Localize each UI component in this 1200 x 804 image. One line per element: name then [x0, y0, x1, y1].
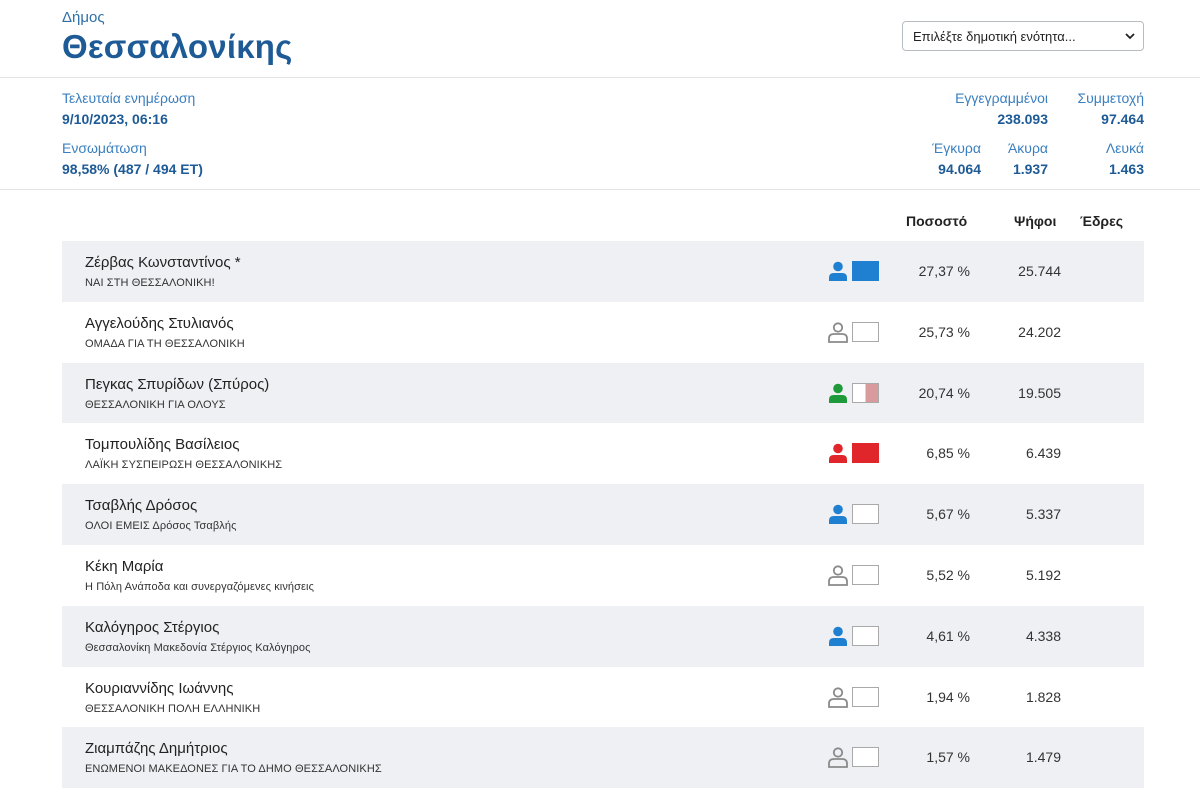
person-icon: [829, 444, 847, 464]
party-color-box: [852, 747, 879, 768]
blank-label: Λευκά: [1105, 140, 1144, 156]
party-name: Η Πόλη Ανάποδα και συνεργαζόμενες κινήσε…: [85, 580, 314, 593]
party-name: ΘΕΣΣΑΛΟΝΙΚΗ ΓΙΑ ΟΛΟΥΣ: [85, 398, 226, 411]
candidate-name: Κουριαννίδης Ιωάννης: [85, 679, 234, 697]
percent-cell: 4,61 %: [926, 627, 970, 644]
table-row[interactable]: Κέκη Μαρία Η Πόλη Ανάποδα και συνεργαζόμε…: [62, 545, 1144, 606]
page-header: Δήμος Θεσσαλονίκης Επιλέξτε δημοτική ενό…: [0, 0, 1200, 78]
valid-value: 94.064: [938, 161, 981, 177]
candidate-name: Καλόγηρος Στέργιος: [85, 618, 220, 636]
percent-cell: 1,94 %: [926, 688, 970, 705]
municipality-label: Δήμος: [62, 9, 105, 26]
table-row[interactable]: Πεγκας Σπυρίδων (Σπύρος) ΘΕΣΣΑΛΟΝΙΚΗ ΓΙΑ …: [62, 362, 1144, 424]
percent-cell: 1,57 %: [926, 749, 970, 766]
party-color-box: [852, 321, 879, 342]
column-header-seats[interactable]: Έδρες: [1080, 213, 1124, 229]
valid-label: Έγκυρα: [932, 140, 981, 156]
party-color-box: [852, 443, 879, 464]
table-row[interactable]: Ζέρβας Κωνσταντίνος * ΝΑΙ ΣΤΗ ΘΕΣΣΑΛΟΝΙΚΗ…: [62, 241, 1144, 302]
party-color-box: [852, 625, 879, 646]
candidate-name: Τομπουλίδης Βασίλειος: [85, 436, 240, 454]
last-update-label: Τελευταία ενημέρωση: [62, 90, 196, 106]
votes-cell: 4.338: [1025, 627, 1061, 644]
percent-cell: 6,85 %: [926, 445, 970, 462]
percent-cell: 25,73 %: [918, 323, 970, 340]
person-icon: [829, 504, 847, 525]
table-row[interactable]: Τομπουλίδης Βασίλειος ΛΑΪΚΗ ΣΥΣΠΕΙΡΩΣΗ ΘΕ…: [62, 423, 1144, 484]
results-table: Ζέρβας Κωνσταντίνος * ΝΑΙ ΣΤΗ ΘΕΣΣΑΛΟΝΙΚΗ…: [62, 241, 1144, 789]
turnout-label: Συμμετοχή: [1077, 90, 1144, 106]
person-icon: [828, 322, 848, 343]
chevron-down-icon: [1125, 33, 1135, 40]
person-icon: [828, 686, 848, 708]
integration-value: 98,58% (487 / 494 ΕΤ): [62, 161, 203, 177]
candidate-name: Αγγελούδης Στυλιανός: [85, 314, 234, 332]
party-name: ΘΕΣΣΑΛΟΝΙΚΗ ΠΟΛΗ ΕΛΛΗΝΙΚΗ: [85, 702, 261, 715]
page-title: Θεσσαλονίκης: [62, 28, 293, 65]
person-icon: [828, 747, 848, 769]
table-row[interactable]: Κουριαννίδης Ιωάννης ΘΕΣΣΑΛΟΝΙΚΗ ΠΟΛΗ ΕΛΛ…: [62, 667, 1144, 728]
party-color-box: [852, 504, 879, 525]
turnout-value: 97.464: [1101, 111, 1144, 127]
percent-cell: 20,74 %: [918, 384, 970, 401]
party-name: ΕΝΩΜΕΝΟΙ ΜΑΚΕΔΟΝΕΣ ΓΙΑ ΤΟ ΔΗΜΟ ΘΕΣΣΑΛΟΝΙ…: [85, 763, 382, 776]
registered-value: 238.093: [997, 111, 1048, 127]
table-row[interactable]: Αγγελούδης Στυλιανός ΟΜΑΔΑ ΓΙΑ ΤΗ ΘΕΣΣΑΛΟ…: [62, 302, 1144, 363]
votes-cell: 1.828: [1025, 688, 1061, 705]
invalid-value: 1.937: [1012, 161, 1048, 177]
invalid-label: Άκυρα: [1007, 140, 1048, 156]
party-name: ΟΛΟΙ ΕΜΕΙΣ Δρόσος Τσαβλής: [85, 520, 237, 533]
party-name: Θεσσαλονίκη Μακεδονία Στέργιος Καλόγηρος: [85, 641, 311, 654]
district-select-value: Επιλέξτε δημοτική ενότητα...: [913, 29, 1076, 44]
candidate-name: Ζέρβας Κωνσταντίνος *: [85, 254, 241, 271]
votes-cell: 5.337: [1025, 506, 1061, 523]
district-select[interactable]: Επιλέξτε δημοτική ενότητα...: [902, 21, 1144, 51]
person-icon: [829, 261, 847, 281]
percent-cell: 5,52 %: [926, 566, 970, 583]
votes-cell: 5.192: [1025, 566, 1061, 583]
table-row[interactable]: Ζιαμπάζης Δημήτριος ΕΝΩΜΕΝΟΙ ΜΑΚΕΔΟΝΕΣ ΓΙ…: [62, 727, 1144, 789]
person-icon: [829, 383, 847, 403]
stats-panel: Τελευταία ενημέρωση 9/10/2023, 06:16 Ενσ…: [0, 78, 1200, 190]
person-icon: [829, 626, 847, 646]
table-row[interactable]: Καλόγηρος Στέργιος Θεσσαλονίκη Μακεδονία …: [62, 605, 1144, 667]
votes-cell: 25.744: [1018, 263, 1061, 279]
candidate-name: Κέκη Μαρία: [85, 557, 164, 575]
person-icon: [828, 565, 848, 586]
percent-cell: 5,67 %: [926, 506, 970, 523]
party-name: ΛΑΪΚΗ ΣΥΣΠΕΙΡΩΣΗ ΘΕΣΣΑΛΟΝΙΚΗΣ: [85, 459, 283, 472]
party-color-box: [852, 382, 879, 403]
table-row[interactable]: Τσαβλής Δρόσος ΟΛΟΙ ΕΜΕΙΣ Δρόσος Τσαβλής 5…: [62, 484, 1144, 545]
column-header-percent[interactable]: Ποσοστό: [906, 213, 968, 229]
candidate-name: Πεγκας Σπυρίδων (Σπύρος): [85, 375, 270, 393]
votes-cell: 6.439: [1025, 445, 1061, 462]
integration-label: Ενσωμάτωση: [62, 140, 147, 156]
blank-value: 1.463: [1108, 161, 1144, 177]
party-name: ΟΜΑΔΑ ΓΙΑ ΤΗ ΘΕΣΣΑΛΟΝΙΚΗ: [85, 337, 245, 350]
registered-label: Εγγεγραμμένοι: [955, 90, 1048, 106]
last-update-value: 9/10/2023, 06:16: [62, 111, 168, 127]
percent-cell: 27,37 %: [918, 263, 970, 279]
party-color-box: [852, 686, 879, 707]
party-name: ΝΑΙ ΣΤΗ ΘΕΣΣΑΛΟΝΙΚΗ!: [85, 277, 215, 289]
candidate-name: Ζιαμπάζης Δημήτριος: [85, 740, 228, 758]
party-color-box: [852, 564, 879, 585]
votes-cell: 24.202: [1018, 323, 1061, 340]
candidate-name: Τσαβλής Δρόσος: [85, 497, 198, 515]
party-color-box: [852, 261, 879, 281]
column-header-votes[interactable]: Ψήφοι: [1014, 213, 1057, 229]
votes-cell: 19.505: [1018, 384, 1061, 401]
votes-cell: 1.479: [1025, 749, 1061, 766]
